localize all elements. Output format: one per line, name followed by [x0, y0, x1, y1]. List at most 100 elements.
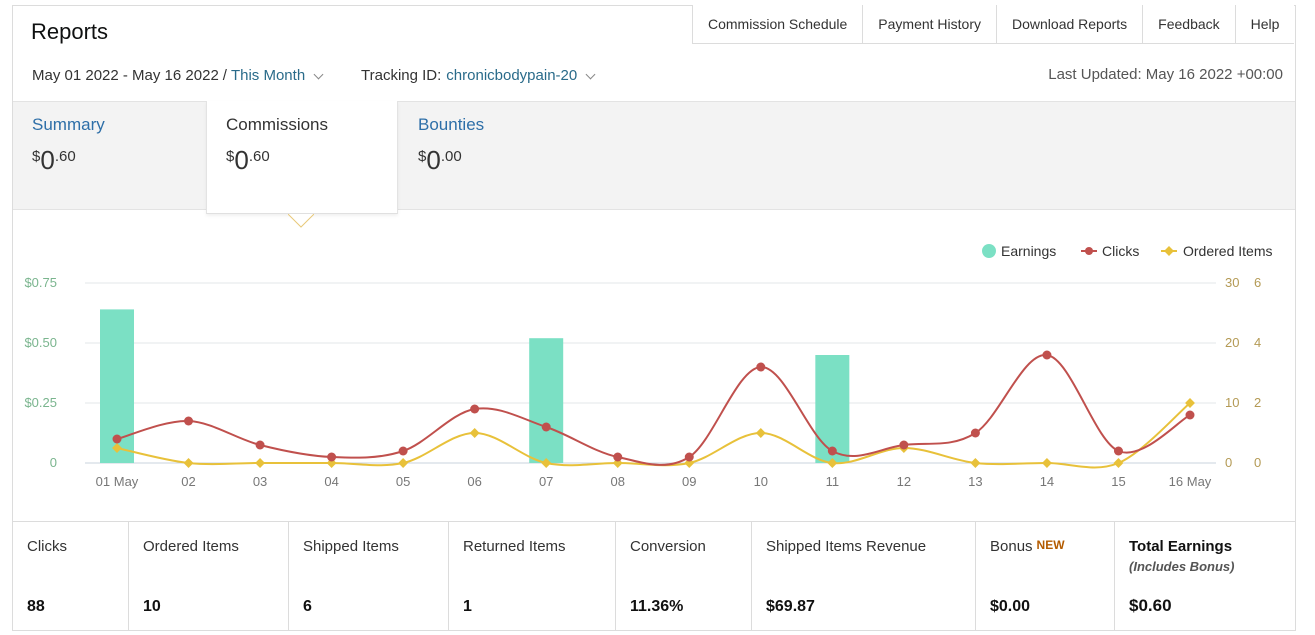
- tracking-id-value[interactable]: chronicbodypain-20: [446, 67, 578, 84]
- nav-download-reports[interactable]: Download Reports: [997, 5, 1144, 43]
- tab-bounties-value: $0.00: [418, 145, 599, 176]
- date-range-filter[interactable]: May 01 2022 - May 16 2022 / This Month: [32, 67, 324, 84]
- stat-ordered-items: Ordered Items 10: [129, 522, 289, 631]
- legend-earnings-label: Earnings: [1001, 243, 1056, 259]
- tab-bounties[interactable]: Bounties $0.00: [399, 101, 599, 210]
- nav-feedback[interactable]: Feedback: [1143, 5, 1236, 43]
- amount-whole: 0: [234, 145, 249, 175]
- stat-clicks-value: 88: [27, 598, 45, 615]
- amount-whole: 0: [40, 145, 55, 175]
- new-badge: NEW: [1036, 538, 1065, 552]
- tracking-label: Tracking ID:: [361, 67, 442, 84]
- right-axis-items-tick: 0: [1254, 455, 1261, 470]
- stat-shipped-items-label: Shipped Items: [303, 538, 399, 555]
- stat-ordered-items-value: 10: [143, 598, 161, 615]
- nav-help[interactable]: Help: [1250, 16, 1280, 32]
- legend-clicks-icon: [1085, 247, 1093, 255]
- stat-shipped-revenue-label: Shipped Items Revenue: [766, 538, 927, 555]
- clicks-point: [327, 452, 337, 462]
- stat-total-earnings-sublabel: (Includes Bonus): [1129, 559, 1235, 574]
- stats-bar: Clicks 88 Ordered Items 10 Shipped Items…: [13, 521, 1295, 631]
- right-axis-items-tick: 2: [1254, 395, 1261, 410]
- chevron-down-icon[interactable]: [313, 69, 324, 79]
- legend-earnings-icon: [982, 244, 996, 258]
- tab-commissions[interactable]: Commissions $0.60: [206, 101, 398, 214]
- stat-conversion-label: Conversion: [630, 538, 706, 555]
- clicks-line: [116, 353, 1191, 466]
- clicks-point: [255, 440, 265, 450]
- stat-clicks: Clicks 88: [13, 522, 129, 631]
- stat-shipped-revenue: Shipped Items Revenue $69.87: [752, 522, 976, 631]
- tab-commissions-label: Commissions: [226, 115, 329, 134]
- stat-total-earnings-value: $0.60: [1129, 596, 1172, 615]
- ordered-items-point: [183, 458, 194, 468]
- ordered-items-point: [1113, 458, 1124, 468]
- legend-clicks-label: Clicks: [1102, 243, 1139, 259]
- clicks-point: [899, 440, 909, 450]
- x-axis-tick: 15: [1111, 474, 1125, 489]
- ordered-items-point: [255, 458, 266, 468]
- amount-cents: .60: [54, 148, 76, 165]
- tracking-id-filter[interactable]: Tracking ID: chronicbodypain-20: [361, 67, 596, 84]
- clicks-point: [470, 404, 480, 414]
- period-link[interactable]: This Month: [230, 67, 306, 84]
- bonus-label-text: Bonus: [990, 538, 1033, 555]
- stat-clicks-label: Clicks: [27, 538, 67, 555]
- ordered-items-point: [469, 428, 480, 438]
- nav-payment-history[interactable]: Payment History: [863, 5, 997, 43]
- clicks-point: [398, 446, 408, 456]
- right-axis-clicks-tick: 30: [1225, 275, 1239, 290]
- x-axis-tick: 07: [539, 474, 553, 489]
- legend-ordered-items-icon: [1164, 246, 1174, 256]
- right-axis-items-tick: 4: [1254, 335, 1261, 350]
- x-axis-tick: 11: [826, 474, 840, 489]
- ordered-items-point: [1041, 458, 1052, 468]
- earnings-bar: [529, 338, 564, 463]
- ordered-items-point: [398, 458, 409, 468]
- stat-conversion-value: 11.36%: [630, 598, 684, 615]
- amount-cents: .60: [248, 148, 270, 165]
- stat-bonus-label: Bonus NEW: [990, 538, 1114, 555]
- clicks-point: [112, 434, 122, 444]
- left-axis-tick: $0.50: [24, 335, 57, 350]
- clicks-point: [1185, 410, 1195, 420]
- left-axis-tick: $0.75: [24, 275, 57, 290]
- x-axis-tick: 01 May: [96, 474, 139, 489]
- right-axis-clicks-tick: 20: [1225, 335, 1239, 350]
- clicks-point: [1042, 350, 1052, 360]
- top-nav: Commission Schedule Payment History Down…: [692, 5, 1295, 44]
- currency-symbol: $: [32, 148, 41, 165]
- clicks-point: [541, 422, 551, 432]
- x-axis-tick: 16 May: [1169, 474, 1212, 489]
- x-axis-tick: 03: [253, 474, 267, 489]
- stat-bonus: Bonus NEW $0.00: [976, 522, 1115, 631]
- x-axis-tick: 12: [897, 474, 911, 489]
- stat-ordered-items-label: Ordered Items: [143, 538, 239, 555]
- tab-summary[interactable]: Summary $0.60: [13, 101, 206, 210]
- stat-returned-items: Returned Items 1: [449, 522, 616, 631]
- date-separator: /: [222, 67, 227, 84]
- x-axis-tick: 08: [610, 474, 624, 489]
- ordered-items-point: [755, 428, 766, 438]
- stat-returned-items-value: 1: [463, 598, 472, 615]
- x-axis-tick: 04: [324, 474, 338, 489]
- clicks-point: [756, 362, 766, 372]
- stat-shipped-items: Shipped Items 6: [289, 522, 449, 631]
- ordered-items-line: [116, 402, 1191, 469]
- chevron-down-icon[interactable]: [585, 69, 596, 79]
- tab-commissions-value: $0.60: [226, 145, 397, 176]
- x-axis-tick: 06: [467, 474, 481, 489]
- tab-summary-value: $0.60: [32, 145, 206, 176]
- tab-summary-label: Summary: [32, 115, 105, 134]
- right-axis-clicks-tick: 10: [1225, 395, 1239, 410]
- x-axis-tick: 05: [396, 474, 410, 489]
- x-axis-tick: 13: [968, 474, 982, 489]
- nav-commission-schedule[interactable]: Commission Schedule: [693, 5, 864, 43]
- stat-shipped-items-value: 6: [303, 598, 312, 615]
- amount-cents: .00: [440, 148, 462, 165]
- stat-returned-items-label: Returned Items: [463, 538, 566, 555]
- clicks-point: [970, 428, 980, 438]
- x-axis-tick: 10: [754, 474, 768, 489]
- tab-bounties-label: Bounties: [418, 115, 485, 134]
